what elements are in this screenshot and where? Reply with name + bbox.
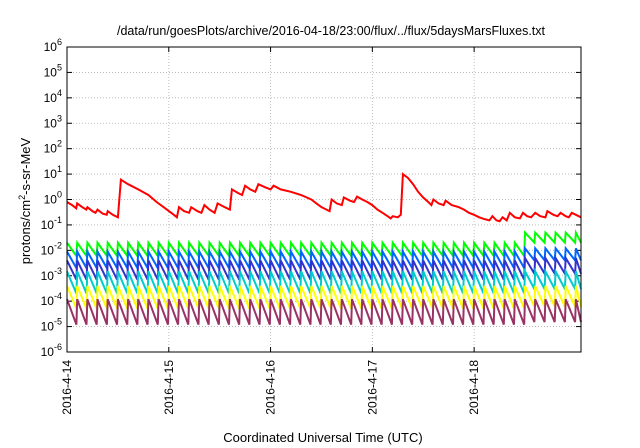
x-tick-label: 2016-4-14	[60, 360, 74, 415]
x-tick-label: 2016-4-18	[467, 360, 481, 415]
y-tick-label: 10-6	[41, 342, 62, 359]
y-axis-label-prefix: protons/cm	[18, 200, 33, 264]
y-axis-label: protons/cm2-s-sr-MeV	[17, 137, 33, 264]
y-tick-label: 10-4	[41, 291, 62, 308]
y-tick-label: 105	[44, 62, 62, 79]
series-line	[66, 285, 582, 310]
x-axis-label: Coordinated Universal Time (UTC)	[223, 430, 422, 445]
series-line	[66, 298, 582, 325]
series-line	[66, 245, 582, 272]
y-tick-label: 100	[44, 190, 62, 207]
series-group	[66, 172, 582, 325]
y-axis-label-suffix: -s-sr-MeV	[18, 137, 33, 194]
x-tick-label: 2016-4-16	[264, 360, 278, 415]
series-line	[66, 172, 582, 223]
y-tick-label: 106	[44, 37, 62, 54]
series-line	[66, 228, 582, 260]
series-line	[66, 267, 582, 294]
y-tick-label: 10-3	[41, 266, 62, 283]
plot-frame	[66, 46, 582, 353]
x-tick-label: 2016-4-17	[365, 360, 379, 415]
y-tick-label: 101	[44, 164, 62, 181]
x-tick-labels: 2016-4-14 2016-4-15 2016-4-16 2016-4-17 2016…	[60, 360, 481, 415]
y-tick-label: 10-2	[41, 240, 62, 257]
chart-title: /data/run/goesPlots/archive/2016-04-18/2…	[117, 24, 546, 38]
y-tick-label: 10-5	[41, 317, 62, 334]
y-tick-label: 10-1	[41, 215, 62, 232]
series-line	[66, 254, 582, 281]
x-tick-label: 2016-4-15	[162, 360, 176, 415]
y-tick-label: 104	[44, 88, 62, 105]
y-axis-label-sup: 2	[17, 195, 27, 200]
y-tick-label: 103	[44, 113, 62, 130]
y-tick-label: 102	[44, 139, 62, 156]
y-tick-labels: 10-6 10-5 10-4 10-3 10-2 10-1 100 101 102 103 104 1…	[41, 37, 62, 359]
